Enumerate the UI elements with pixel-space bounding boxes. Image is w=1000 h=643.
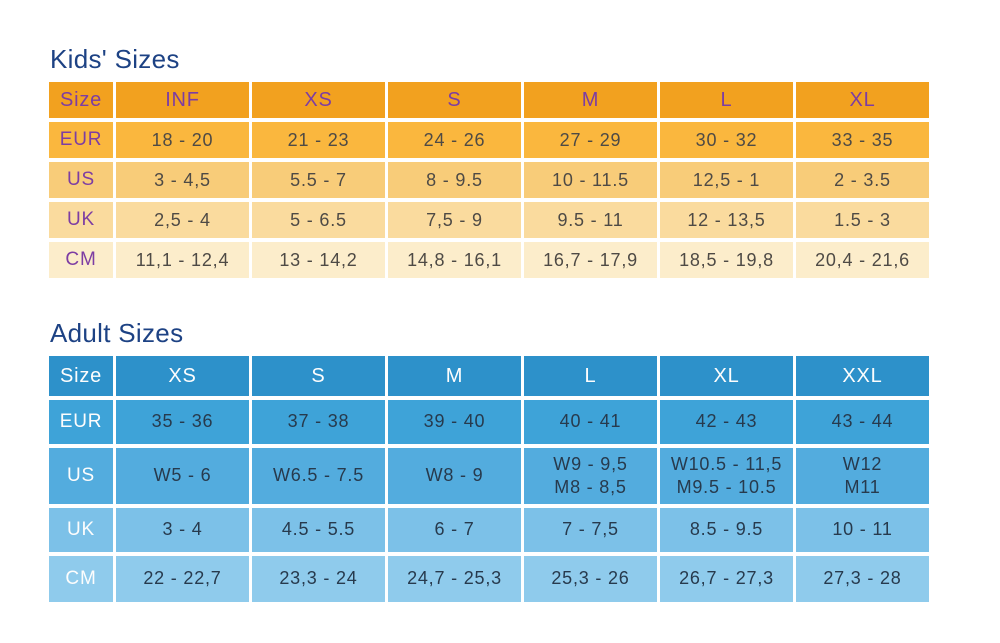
adult-eur-s: 37 - 38: [252, 400, 385, 444]
adult-header-m: M: [388, 356, 521, 396]
adult-header-size: Size: [49, 356, 113, 396]
adult-uk-xxl: 10 - 11: [796, 508, 929, 552]
adult-us-m: W8 - 9: [388, 448, 521, 504]
kids-header-row: Size INF XS S M L XL: [49, 82, 929, 118]
kids-us-xl: 2 - 3.5: [796, 162, 929, 198]
kids-cm-l: 18,5 - 19,8: [660, 242, 793, 278]
kids-row-eur: EUR 18 - 20 21 - 23 24 - 26 27 - 29 30 -…: [49, 122, 929, 158]
row-label-uk: UK: [49, 508, 113, 552]
kids-cm-inf: 11,1 - 12,4: [116, 242, 249, 278]
kids-eur-inf: 18 - 20: [116, 122, 249, 158]
size-guide-page: Kids' Sizes Size INF XS S M L XL EUR 18 …: [46, 44, 1000, 606]
adult-header-xxl: XXL: [796, 356, 929, 396]
adult-cm-m: 24,7 - 25,3: [388, 556, 521, 602]
adult-sizes-table: Size XS S M L XL XXL EUR 35 - 36 37 - 38…: [46, 352, 932, 606]
kids-us-m: 10 - 11.5: [524, 162, 657, 198]
kids-header-s: S: [388, 82, 521, 118]
adult-eur-xxl: 43 - 44: [796, 400, 929, 444]
adult-us-l: W9 - 9,5 M8 - 8,5: [524, 448, 657, 504]
adult-row-us: US W5 - 6 W6.5 - 7.5 W8 - 9 W9 - 9,5 M8 …: [49, 448, 929, 504]
adult-cm-xl: 26,7 - 27,3: [660, 556, 793, 602]
adult-header-row: Size XS S M L XL XXL: [49, 356, 929, 396]
kids-row-cm: CM 11,1 - 12,4 13 - 14,2 14,8 - 16,1 16,…: [49, 242, 929, 278]
kids-eur-s: 24 - 26: [388, 122, 521, 158]
adult-header-xs: XS: [116, 356, 249, 396]
kids-us-inf: 3 - 4,5: [116, 162, 249, 198]
adult-uk-xs: 3 - 4: [116, 508, 249, 552]
row-label-cm: CM: [49, 556, 113, 602]
kids-uk-inf: 2,5 - 4: [116, 202, 249, 238]
adult-eur-xl: 42 - 43: [660, 400, 793, 444]
kids-cm-xs: 13 - 14,2: [252, 242, 385, 278]
kids-uk-l: 12 - 13,5: [660, 202, 793, 238]
adult-us-s: W6.5 - 7.5: [252, 448, 385, 504]
adult-row-uk: UK 3 - 4 4.5 - 5.5 6 - 7 7 - 7,5 8.5 - 9…: [49, 508, 929, 552]
kids-uk-s: 7,5 - 9: [388, 202, 521, 238]
kids-header-inf: INF: [116, 82, 249, 118]
adult-sizes-title: Adult Sizes: [50, 318, 184, 348]
adult-header-s: S: [252, 356, 385, 396]
kids-header-size: Size: [49, 82, 113, 118]
adult-uk-l: 7 - 7,5: [524, 508, 657, 552]
adult-cm-s: 23,3 - 24: [252, 556, 385, 602]
row-label-eur: EUR: [49, 400, 113, 444]
adult-cm-l: 25,3 - 26: [524, 556, 657, 602]
adult-uk-s: 4.5 - 5.5: [252, 508, 385, 552]
kids-header-xs: XS: [252, 82, 385, 118]
row-label-us: US: [49, 448, 113, 504]
kids-eur-l: 30 - 32: [660, 122, 793, 158]
adult-eur-xs: 35 - 36: [116, 400, 249, 444]
adult-us-xxl: W12 M11: [796, 448, 929, 504]
row-label-uk: UK: [49, 202, 113, 238]
adult-sizes-section: Adult Sizes Size XS S M L XL XXL EUR 35 …: [46, 318, 1000, 606]
kids-uk-m: 9.5 - 11: [524, 202, 657, 238]
kids-header-m: M: [524, 82, 657, 118]
kids-cm-s: 14,8 - 16,1: [388, 242, 521, 278]
kids-us-s: 8 - 9.5: [388, 162, 521, 198]
adult-eur-m: 39 - 40: [388, 400, 521, 444]
kids-uk-xs: 5 - 6.5: [252, 202, 385, 238]
kids-us-l: 12,5 - 1: [660, 162, 793, 198]
adult-header-l: L: [524, 356, 657, 396]
kids-eur-xs: 21 - 23: [252, 122, 385, 158]
adult-uk-m: 6 - 7: [388, 508, 521, 552]
adult-cm-xs: 22 - 22,7: [116, 556, 249, 602]
kids-eur-m: 27 - 29: [524, 122, 657, 158]
kids-sizes-table: Size INF XS S M L XL EUR 18 - 20 21 - 23…: [46, 78, 932, 282]
adult-cm-xxl: 27,3 - 28: [796, 556, 929, 602]
adult-row-eur: EUR 35 - 36 37 - 38 39 - 40 40 - 41 42 -…: [49, 400, 929, 444]
kids-row-uk: UK 2,5 - 4 5 - 6.5 7,5 - 9 9.5 - 11 12 -…: [49, 202, 929, 238]
adult-eur-l: 40 - 41: [524, 400, 657, 444]
kids-header-l: L: [660, 82, 793, 118]
adult-row-cm: CM 22 - 22,7 23,3 - 24 24,7 - 25,3 25,3 …: [49, 556, 929, 602]
kids-sizes-title: Kids' Sizes: [50, 44, 180, 74]
kids-sizes-section: Kids' Sizes Size INF XS S M L XL EUR 18 …: [46, 44, 1000, 282]
row-label-cm: CM: [49, 242, 113, 278]
kids-uk-xl: 1.5 - 3: [796, 202, 929, 238]
adult-uk-xl: 8.5 - 9.5: [660, 508, 793, 552]
row-label-eur: EUR: [49, 122, 113, 158]
row-label-us: US: [49, 162, 113, 198]
adult-us-xl: W10.5 - 11,5 M9.5 - 10.5: [660, 448, 793, 504]
kids-header-xl: XL: [796, 82, 929, 118]
kids-row-us: US 3 - 4,5 5.5 - 7 8 - 9.5 10 - 11.5 12,…: [49, 162, 929, 198]
kids-cm-xl: 20,4 - 21,6: [796, 242, 929, 278]
adult-us-xs: W5 - 6: [116, 448, 249, 504]
kids-cm-m: 16,7 - 17,9: [524, 242, 657, 278]
adult-header-xl: XL: [660, 356, 793, 396]
kids-eur-xl: 33 - 35: [796, 122, 929, 158]
kids-us-xs: 5.5 - 7: [252, 162, 385, 198]
